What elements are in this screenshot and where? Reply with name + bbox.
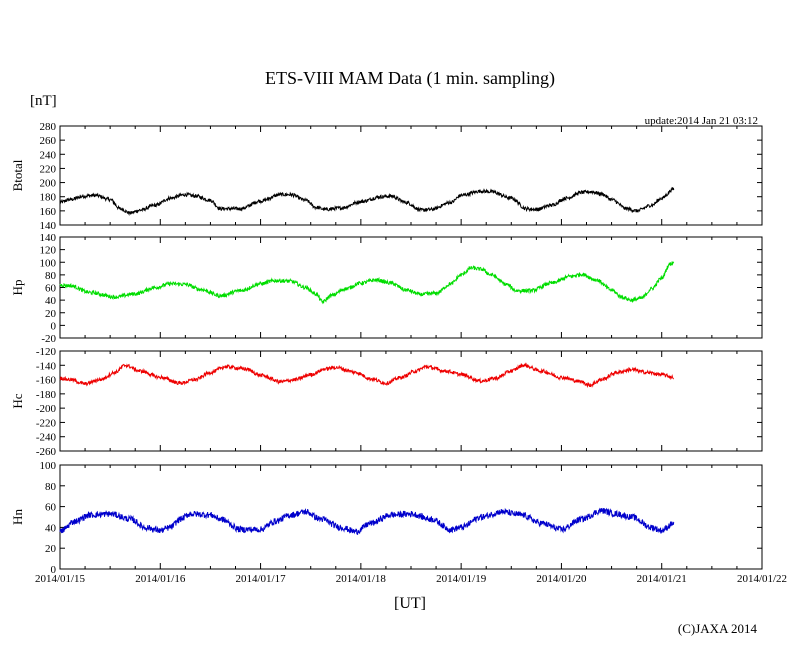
x-tick-label: 2014/01/22 — [737, 573, 787, 585]
panel-frame — [59, 350, 763, 452]
y-tick-label: -240 — [36, 432, 57, 444]
y-tick-label: -260 — [36, 446, 57, 458]
x-tick-label: 2014/01/21 — [637, 573, 687, 585]
y-tick-label: -140 — [36, 360, 57, 372]
y-tick-label: 220 — [40, 163, 57, 175]
update-timestamp: update:2014 Jan 21 03:12 — [645, 115, 758, 127]
unit-label: [nT] — [30, 93, 57, 109]
panels-group: 140160180200220240260280Btotal-200204060… — [10, 121, 763, 576]
y-tick-label: 240 — [40, 149, 57, 161]
y-tick-label: 120 — [40, 245, 57, 257]
series-line-hp — [59, 261, 675, 305]
chart-title: ETS-VIII MAM Data (1 min. sampling) — [265, 68, 555, 89]
x-tick-label: 2014/01/16 — [135, 573, 186, 585]
x-tick-label: 2014/01/19 — [436, 573, 487, 585]
y-tick-label: 20 — [45, 543, 57, 555]
y-tick-label: 140 — [40, 232, 57, 244]
y-tick-label: -160 — [36, 375, 57, 387]
panel-hn: 0 20 40 60 80 100 Hn — [10, 460, 763, 576]
panel-frame — [59, 125, 763, 226]
panel-label: Hc — [10, 393, 25, 408]
y-tick-label: 100 — [40, 257, 57, 269]
series-line-hc — [59, 362, 675, 389]
y-tick-label: 100 — [40, 460, 57, 472]
y-tick-label: -120 — [36, 346, 57, 358]
series-line-btotal — [59, 186, 675, 217]
y-tick-label: 80 — [45, 481, 57, 493]
copyright: (C)JAXA 2014 — [678, 621, 758, 636]
x-axis: 2014/01/15 2014/01/16 2014/01/17 2014/01/18… — [35, 573, 787, 585]
series-line-hn — [59, 507, 675, 535]
y-tick-label: -180 — [36, 389, 57, 401]
y-tick-label: -220 — [36, 417, 57, 429]
x-tick-label: 2014/01/20 — [536, 573, 587, 585]
x-tick-label: 2014/01/17 — [236, 573, 287, 585]
y-tick-label: 80 — [45, 270, 57, 282]
y-tick-label: 20 — [45, 308, 57, 320]
y-tick-label: 280 — [40, 121, 57, 133]
panel-label: Hn — [10, 509, 25, 525]
y-tick-label: 180 — [40, 192, 57, 204]
panel-label: Btotal — [10, 159, 25, 191]
y-tick-label: 60 — [45, 283, 57, 295]
x-tick-label: 2014/01/18 — [336, 573, 387, 585]
panel-btotal: 140 160 180 200 220 240 260 280 Btotal — [10, 121, 763, 232]
y-tick-label: 160 — [40, 206, 57, 218]
panel-hc: -260 -240 -220 -200 -180 -160 -140 -120 Hc — [10, 346, 763, 458]
panel-frame — [59, 236, 763, 339]
y-tick-label: 0 — [51, 564, 57, 576]
y-tick-label: -20 — [41, 333, 56, 345]
x-tick-label: 2014/01/15 — [35, 573, 86, 585]
y-tick-label: 40 — [45, 295, 57, 307]
panel-frame — [59, 464, 763, 570]
panel-label: Hp — [10, 280, 25, 296]
x-axis-label: [UT] — [394, 595, 426, 612]
y-tick-label: 40 — [45, 522, 57, 534]
y-tick-label: 60 — [45, 502, 57, 514]
y-tick-label: 0 — [51, 320, 57, 332]
y-tick-label: 140 — [40, 220, 57, 232]
y-tick-label: 200 — [40, 178, 57, 190]
y-tick-label: 260 — [40, 135, 57, 147]
y-tick-label: -200 — [36, 403, 57, 415]
